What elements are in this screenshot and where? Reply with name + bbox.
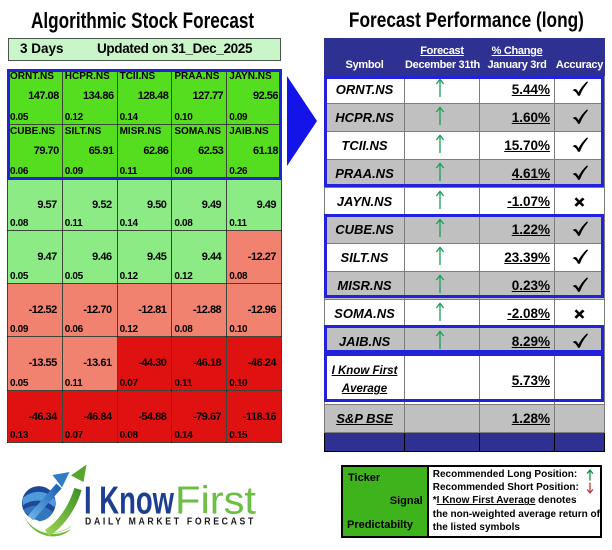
svg-text:I Know: I Know bbox=[84, 480, 175, 523]
svg-text:DAILY MARKET FORECAST: DAILY MARKET FORECAST bbox=[85, 517, 256, 528]
svg-text:First: First bbox=[175, 480, 256, 523]
